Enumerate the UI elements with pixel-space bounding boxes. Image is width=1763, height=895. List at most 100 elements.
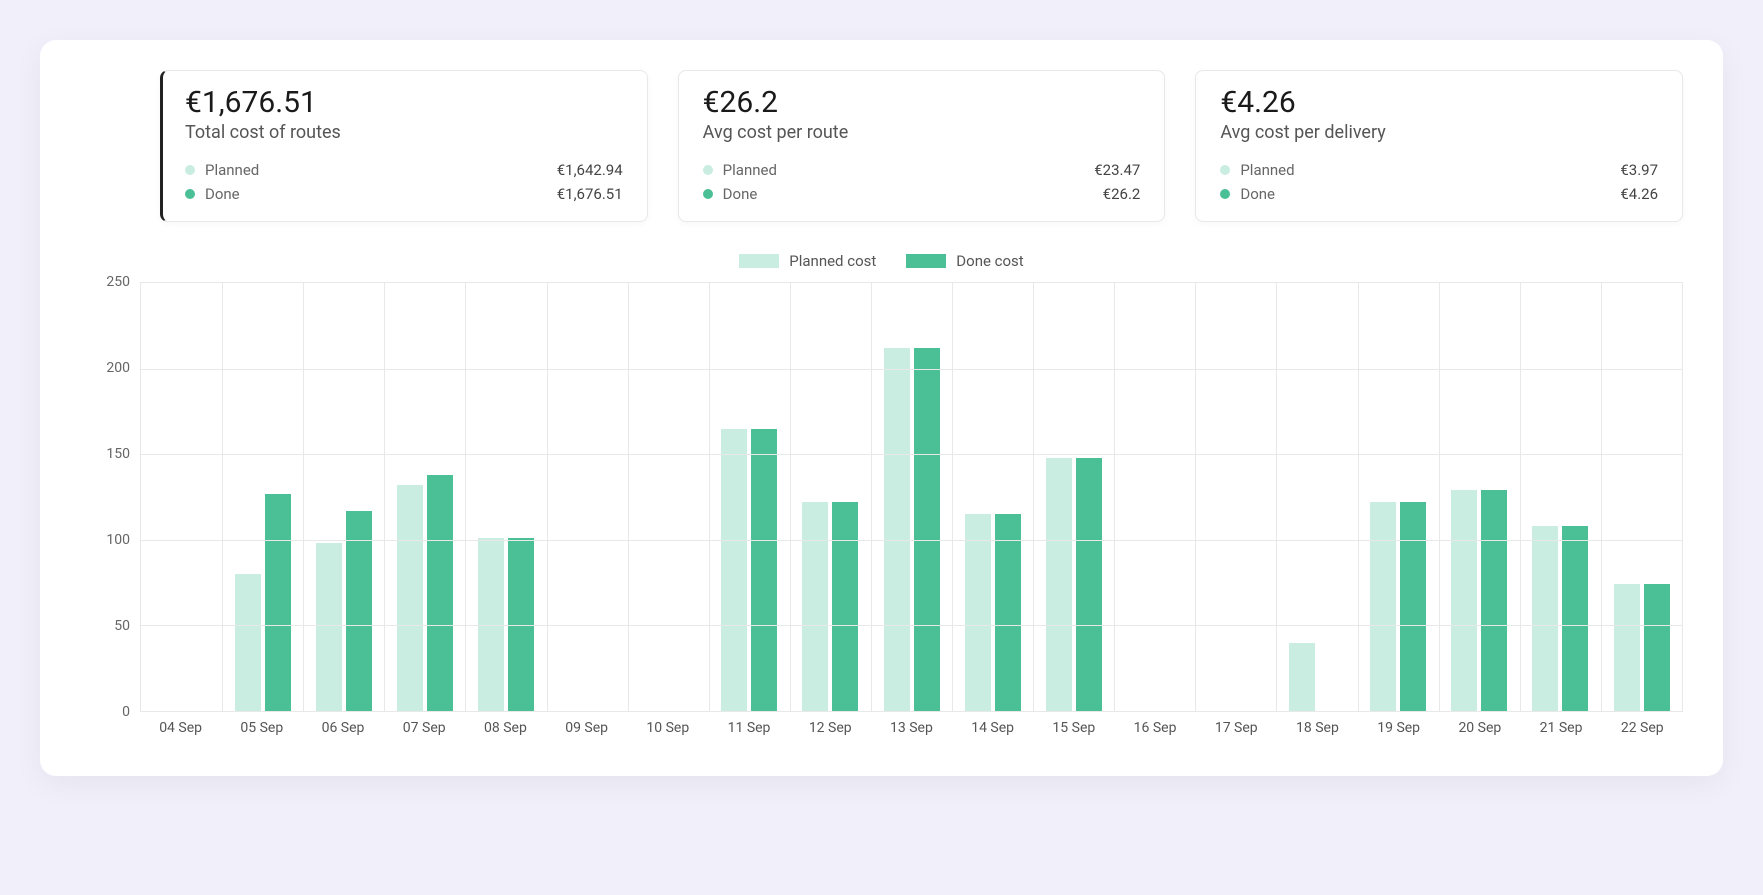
stat-card-row-label: Planned — [205, 161, 557, 179]
dot-icon — [185, 165, 195, 175]
x-axis-label: 06 Sep — [302, 720, 383, 736]
stat-card-value: €4.26 — [1220, 85, 1658, 120]
bar-group — [547, 283, 628, 711]
bar-group — [790, 283, 871, 711]
bar-done[interactable] — [751, 429, 777, 711]
bar-done[interactable] — [427, 475, 453, 711]
gridline-vertical — [1358, 283, 1359, 711]
gridline-vertical — [790, 283, 791, 711]
bar-done[interactable] — [914, 348, 940, 711]
stat-card-row-value: €1,676.51 — [557, 185, 623, 203]
bar-group — [628, 283, 709, 711]
y-axis: 250200150100500 — [80, 282, 140, 712]
bar-done[interactable] — [995, 514, 1021, 711]
stat-card-row: Planned€3.97 — [1220, 161, 1658, 179]
gridline — [141, 454, 1682, 455]
stat-card-row: Planned€1,642.94 — [185, 161, 623, 179]
dot-icon — [1220, 165, 1230, 175]
chart-legend: Planned cost Done cost — [80, 252, 1683, 270]
chart-plot — [140, 282, 1683, 712]
x-axis-label: 21 Sep — [1520, 720, 1601, 736]
bar-done[interactable] — [265, 494, 291, 711]
gridline — [141, 369, 1682, 370]
legend-label: Done cost — [956, 252, 1023, 270]
bar-planned[interactable] — [235, 574, 261, 711]
bar-done[interactable] — [1644, 584, 1670, 711]
stat-cards: €1,676.51Total cost of routesPlanned€1,6… — [160, 70, 1683, 222]
bar-planned[interactable] — [1046, 458, 1072, 711]
gridline — [141, 540, 1682, 541]
bar-planned[interactable] — [1451, 490, 1477, 711]
stat-card-row-label: Done — [1240, 185, 1620, 203]
bar-done[interactable] — [1481, 490, 1507, 711]
bar-planned[interactable] — [802, 502, 828, 711]
gridline-vertical — [303, 283, 304, 711]
bar-groups — [141, 283, 1682, 711]
stat-card-rows: Planned€23.47Done€26.2 — [703, 161, 1141, 203]
bar-done[interactable] — [1562, 526, 1588, 711]
bar-group — [1114, 283, 1195, 711]
gridline-vertical — [628, 283, 629, 711]
stat-card-value: €26.2 — [703, 85, 1141, 120]
bar-group — [871, 283, 952, 711]
stat-card-row-label: Planned — [1240, 161, 1620, 179]
x-axis-label: 10 Sep — [627, 720, 708, 736]
legend-item[interactable]: Done cost — [906, 252, 1023, 270]
dashboard-panel: €1,676.51Total cost of routesPlanned€1,6… — [40, 40, 1723, 776]
bar-planned[interactable] — [965, 514, 991, 711]
dot-icon — [185, 189, 195, 199]
bar-done[interactable] — [1400, 502, 1426, 711]
bar-group — [303, 283, 384, 711]
legend-item[interactable]: Planned cost — [739, 252, 876, 270]
stat-card-row-value: €26.2 — [1103, 185, 1141, 203]
x-axis-label: 12 Sep — [790, 720, 871, 736]
x-axis-label: 08 Sep — [465, 720, 546, 736]
gridline-vertical — [871, 283, 872, 711]
bar-planned[interactable] — [1614, 584, 1640, 711]
legend-swatch-icon — [906, 254, 946, 268]
bar-group — [1277, 283, 1358, 711]
bar-group — [1033, 283, 1114, 711]
stat-card-title: Avg cost per route — [703, 122, 1141, 143]
bar-planned[interactable] — [316, 543, 342, 711]
stat-card[interactable]: €4.26Avg cost per deliveryPlanned€3.97Do… — [1195, 70, 1683, 222]
gridline — [141, 625, 1682, 626]
bar-group — [384, 283, 465, 711]
x-axis-label: 17 Sep — [1196, 720, 1277, 736]
x-axis-label: 07 Sep — [384, 720, 465, 736]
gridline-vertical — [1033, 283, 1034, 711]
bar-done[interactable] — [832, 502, 858, 711]
stat-card-row-value: €1,642.94 — [557, 161, 623, 179]
bar-group — [1195, 283, 1276, 711]
gridline-vertical — [1520, 283, 1521, 711]
stat-card[interactable]: €1,676.51 Total cost of routes Planned€1,6… — [160, 70, 648, 222]
stat-card-row-value: €23.47 — [1094, 161, 1140, 179]
bar-planned[interactable] — [1370, 502, 1396, 711]
bar-planned[interactable] — [1532, 526, 1558, 711]
bar-group — [1520, 283, 1601, 711]
x-axis-label: 19 Sep — [1358, 720, 1439, 736]
stat-card-row: Done€26.2 — [703, 185, 1141, 203]
bar-done[interactable] — [1076, 458, 1102, 711]
bar-planned[interactable] — [721, 429, 747, 711]
gridline-vertical — [709, 283, 710, 711]
stat-card[interactable]: €26.2Avg cost per routePlanned€23.47Done… — [678, 70, 1166, 222]
stat-card-row-value: €3.97 — [1620, 161, 1658, 179]
stat-card-title: Total cost of routes — [185, 122, 623, 143]
x-axis-label: 04 Sep — [140, 720, 221, 736]
bar-group — [1439, 283, 1520, 711]
bar-group — [222, 283, 303, 711]
bar-group — [1601, 283, 1682, 711]
gridline-vertical — [1439, 283, 1440, 711]
dot-icon — [1220, 189, 1230, 199]
gridline-vertical — [1276, 283, 1277, 711]
bar-planned[interactable] — [1289, 643, 1315, 711]
legend-swatch-icon — [739, 254, 779, 268]
bar-planned[interactable] — [397, 485, 423, 711]
stat-card-row: Done€4.26 — [1220, 185, 1658, 203]
dot-icon — [703, 189, 713, 199]
x-axis-label: 11 Sep — [708, 720, 789, 736]
gridline-vertical — [1114, 283, 1115, 711]
bar-planned[interactable] — [884, 348, 910, 711]
gridline-vertical — [384, 283, 385, 711]
